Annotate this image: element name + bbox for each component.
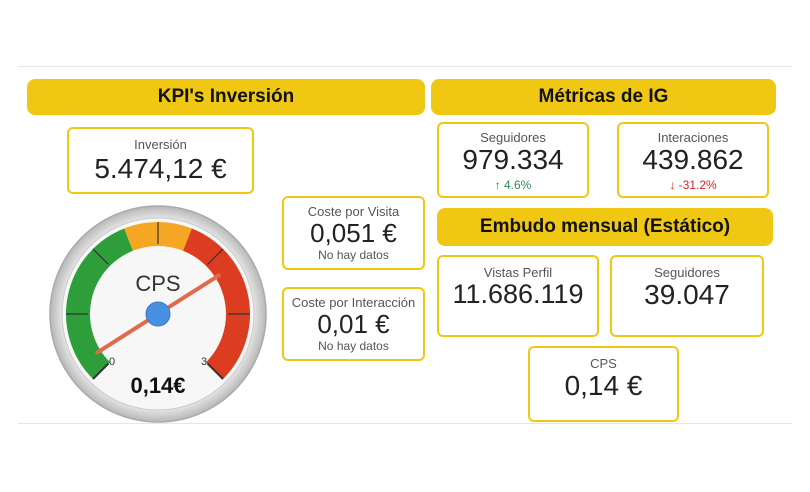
metricas-ig-title: Métricas de IG	[538, 86, 669, 107]
ig-interaciones-delta: ↓ -31.2%	[669, 178, 716, 192]
ig-seguidores-card[interactable]: Seguidores 979.334 ↑ 4.6%	[437, 122, 589, 198]
ig-seguidores-delta: ↑ 4.6%	[495, 178, 532, 192]
gauge-band-3	[182, 228, 250, 380]
embudo-header: Embudo mensual (Estático)	[437, 208, 773, 246]
coste-visita-card[interactable]: Coste por Visita 0,051 € No hay datos	[282, 196, 425, 270]
gauge-tick	[206, 362, 224, 380]
coste-interaccion-card[interactable]: Coste por Interacción 0,01 € No hay dato…	[282, 287, 425, 361]
embudo-seguidores-card[interactable]: Seguidores 39.047	[610, 255, 764, 337]
inversion-label: Inversión	[134, 137, 187, 152]
gauge-hub	[145, 301, 171, 327]
embudo-seguidores-label: Seguidores	[654, 265, 720, 280]
gauge-max-label: 3	[201, 356, 207, 368]
embudo-cps-label: CPS	[590, 356, 617, 371]
embudo-cps-card[interactable]: CPS 0,14 €	[528, 346, 679, 422]
embudo-cps-value: 0,14 €	[564, 370, 643, 401]
kpi-inversion-header: KPI's Inversión	[27, 79, 425, 115]
ig-interaciones-delta-text: -31.2%	[678, 177, 717, 192]
coste-visita-note: No hay datos	[318, 247, 389, 262]
gauge-min-label: 0	[109, 356, 115, 368]
ig-seguidores-label: Seguidores	[480, 130, 546, 145]
gauge-tick	[92, 248, 109, 265]
arrow-up-icon: ↑	[494, 177, 501, 192]
ig-interaciones-label: Interaciones	[657, 130, 729, 145]
gauge-tick	[207, 248, 224, 265]
ig-seguidores-delta-text: 4.6%	[503, 177, 532, 192]
ig-seguidores-value: 979.334	[462, 144, 564, 175]
coste-visita-value: 0,051 €	[310, 218, 397, 248]
embudo-title: Embudo mensual (Estático)	[479, 216, 731, 237]
vistas-perfil-value: 11.686.119	[452, 279, 584, 309]
gauge-value: 0,14€	[130, 373, 185, 398]
coste-interaccion-label: Coste por Interacción	[291, 295, 416, 310]
cps-gauge: CPS 0 3 0,14€	[48, 203, 268, 430]
kpi-inversion-title: KPI's Inversión	[157, 86, 295, 107]
embudo-seguidores-value: 39.047	[644, 279, 730, 310]
inversion-card[interactable]: Inversión 5.474,12 €	[67, 127, 254, 194]
ig-interaciones-card[interactable]: Interaciones 439.862 ↓ -31.2%	[617, 122, 769, 198]
coste-visita-label: Coste por Visita	[307, 204, 400, 219]
coste-interaccion-value: 0,01 €	[317, 309, 390, 339]
coste-interaccion-note: No hay datos	[318, 338, 389, 353]
vistas-perfil-card[interactable]: Vistas Perfil 11.686.119	[437, 255, 599, 337]
gauge-tick	[92, 362, 110, 380]
metricas-ig-header: Métricas de IG	[431, 79, 776, 115]
gauge-label: CPS	[135, 271, 180, 296]
inversion-value: 5.474,12 €	[94, 153, 227, 184]
vistas-perfil-label: Vistas Perfil	[483, 265, 553, 280]
arrow-down-icon: ↓	[669, 177, 676, 192]
ig-interaciones-value: 439.862	[642, 144, 744, 175]
gauge-band-1	[66, 228, 134, 380]
